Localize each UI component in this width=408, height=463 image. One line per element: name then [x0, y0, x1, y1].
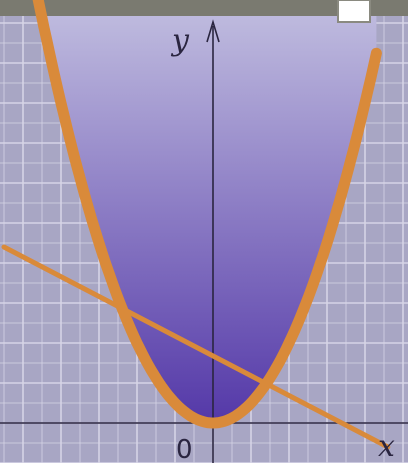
origin-label: 0 — [176, 435, 193, 463]
top-border — [0, 0, 408, 16]
corner-box — [337, 0, 371, 23]
y-axis-label: y — [170, 23, 190, 58]
x-axis-label: x — [378, 429, 395, 463]
shaded-region — [38, 0, 377, 423]
parabola-curve — [32, 0, 382, 429]
y-axis-arrow — [206, 19, 220, 43]
straight-line — [1, 244, 391, 450]
